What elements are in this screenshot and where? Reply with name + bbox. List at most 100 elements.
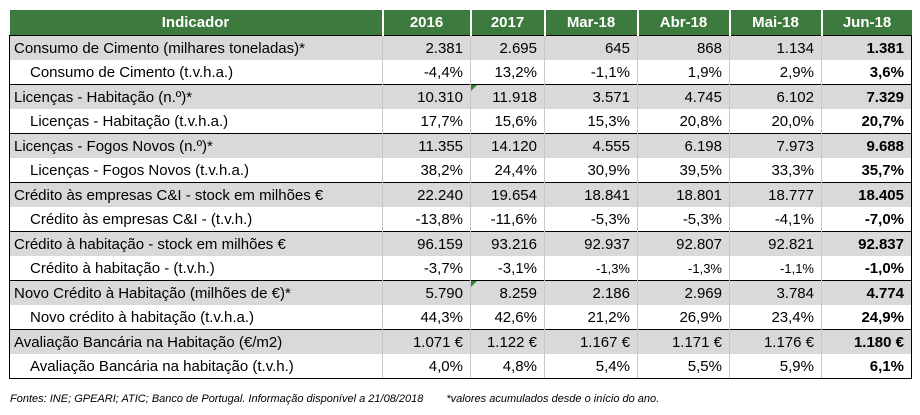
table-cell: 6,1% (821, 354, 912, 379)
table-cell: 5,9% (729, 354, 822, 379)
table-row: Crédito às empresas C&I - stock em milhõ… (9, 182, 912, 207)
table-cell: 3,6% (821, 60, 912, 85)
table-cell: 15,3% (544, 109, 638, 134)
table-cell: 868 (637, 35, 730, 60)
table-row: Crédito à habitação - (t.v.h.) -3,7% -3,… (9, 256, 912, 281)
table-cell: 1,9% (637, 60, 730, 85)
table-cell: 2.969 (637, 280, 730, 305)
table-cell: 2.695 (470, 35, 545, 60)
table-cell: 96.159 (382, 231, 471, 256)
table-cell: -1,1% (729, 256, 822, 281)
table-footnote: Fontes: INE; GPEARI; ATIC; Banco de Port… (10, 393, 659, 405)
table-cell: 14.120 (470, 133, 545, 158)
table-cell: 1.180 € (821, 329, 912, 354)
table-cell: 15,6% (470, 109, 545, 134)
column-header: Jun-18 (820, 10, 912, 36)
table-cell: 3.571 (544, 84, 638, 109)
table-row: Licenças - Habitação (t.v.h.a.) 17,7% 15… (9, 109, 912, 134)
table-cell: 21,2% (544, 305, 638, 330)
table-cell: 1.134 (729, 35, 822, 60)
table-cell: 11.918 (470, 84, 545, 109)
column-header: Mar-18 (543, 10, 638, 36)
table-cell: 5,5% (637, 354, 730, 379)
table-cell: 4,0% (382, 354, 471, 379)
table-cell: 93.216 (470, 231, 545, 256)
table-cell: 18.841 (544, 182, 638, 207)
table-row: Avaliação Bancária na Habitação (€/m2) 1… (9, 329, 912, 354)
table-cell: 13,2% (470, 60, 545, 85)
table-row: Licenças - Habitação (n.º)* 10.310 11.91… (9, 84, 912, 109)
table-row: Crédito à habitação - stock em milhões €… (9, 231, 912, 256)
table-cell: 9.688 (821, 133, 912, 158)
table-cell: 42,6% (470, 305, 545, 330)
column-header: Indicador (9, 10, 383, 36)
table-header-row: Indicador 2016 2017 Mar-18 Abr-18 Mai-18… (9, 10, 912, 36)
row-label: Consumo de Cimento (milhares toneladas)* (9, 35, 383, 60)
table-cell: 38,2% (382, 158, 471, 183)
table-row: Consumo de Cimento (t.v.h.a.) -4,4% 13,2… (9, 60, 912, 85)
table-cell: 33,3% (729, 158, 822, 183)
table-cell: -1,1% (544, 60, 638, 85)
table-cell: 2.186 (544, 280, 638, 305)
table-cell: -11,6% (470, 207, 545, 232)
table-cell: 24,9% (821, 305, 912, 330)
table-cell: 35,7% (821, 158, 912, 183)
table-cell: 30,9% (544, 158, 638, 183)
table-cell: 20,8% (637, 109, 730, 134)
table-row: Crédito às empresas C&I - (t.v.h.) -13,8… (9, 207, 912, 232)
table-cell: -4,4% (382, 60, 471, 85)
table-cell: 18.777 (729, 182, 822, 207)
table-row: Licenças - Fogos Novos (t.v.h.a.) 38,2% … (9, 158, 912, 183)
row-label: Licenças - Fogos Novos (t.v.h.a.) (9, 158, 383, 183)
table-cell: 20,7% (821, 109, 912, 134)
column-header: Abr-18 (636, 10, 730, 36)
table-cell: 1.171 € (637, 329, 730, 354)
table-cell: 4,8% (470, 354, 545, 379)
table-cell: -3,7% (382, 256, 471, 281)
table-cell: 44,3% (382, 305, 471, 330)
table-cell: 1.167 € (544, 329, 638, 354)
table-cell: -13,8% (382, 207, 471, 232)
column-header: 2017 (469, 10, 545, 36)
indicators-table: Indicador 2016 2017 Mar-18 Abr-18 Mai-18… (9, 10, 912, 379)
row-label: Licenças - Fogos Novos (n.º)* (9, 133, 383, 158)
row-label: Novo crédito à habitação (t.v.h.a.) (9, 305, 383, 330)
table-cell: 3.784 (729, 280, 822, 305)
table-cell: 1.381 (821, 35, 912, 60)
table-cell: 8.259 (470, 280, 545, 305)
table-cell: 11.355 (382, 133, 471, 158)
table-cell: 6.198 (637, 133, 730, 158)
table-cell: 10.310 (382, 84, 471, 109)
table-cell: -5,3% (544, 207, 638, 232)
row-label: Novo Crédito à Habitação (milhões de €)* (9, 280, 383, 305)
table-cell: -5,3% (637, 207, 730, 232)
table-cell: 17,7% (382, 109, 471, 134)
table-row: Novo crédito à habitação (t.v.h.a.) 44,3… (9, 305, 912, 330)
row-label: Avaliação Bancária na habitação (t.v.h.) (9, 354, 383, 379)
table-cell: 2.381 (382, 35, 471, 60)
table-cell: 92.807 (637, 231, 730, 256)
table-cell: 4.774 (821, 280, 912, 305)
sources-note: Fontes: INE; GPEARI; ATIC; Banco de Port… (10, 393, 424, 405)
table-cell: -1,3% (544, 256, 638, 281)
table-cell: 92.837 (821, 231, 912, 256)
table-cell: 6.102 (729, 84, 822, 109)
row-label: Crédito à habitação - stock em milhões € (9, 231, 383, 256)
table-row: Licenças - Fogos Novos (n.º)* 11.355 14.… (9, 133, 912, 158)
row-label: Consumo de Cimento (t.v.h.a.) (9, 60, 383, 85)
table-cell: 7.973 (729, 133, 822, 158)
table-cell: 92.937 (544, 231, 638, 256)
table-cell: 4.555 (544, 133, 638, 158)
table-cell: 39,5% (637, 158, 730, 183)
table-cell: -3,1% (470, 256, 545, 281)
row-label: Licenças - Habitação (t.v.h.a.) (9, 109, 383, 134)
column-header: 2016 (381, 10, 471, 36)
table-cell: 18.405 (821, 182, 912, 207)
table-cell: 2,9% (729, 60, 822, 85)
table-cell: 4.745 (637, 84, 730, 109)
table-cell: 1.122 € (470, 329, 545, 354)
table-row: Novo Crédito à Habitação (milhões de €)*… (9, 280, 912, 305)
table-cell: 18.801 (637, 182, 730, 207)
table-cell: 26,9% (637, 305, 730, 330)
indicators-table-container: Indicador 2016 2017 Mar-18 Abr-18 Mai-18… (9, 10, 912, 379)
